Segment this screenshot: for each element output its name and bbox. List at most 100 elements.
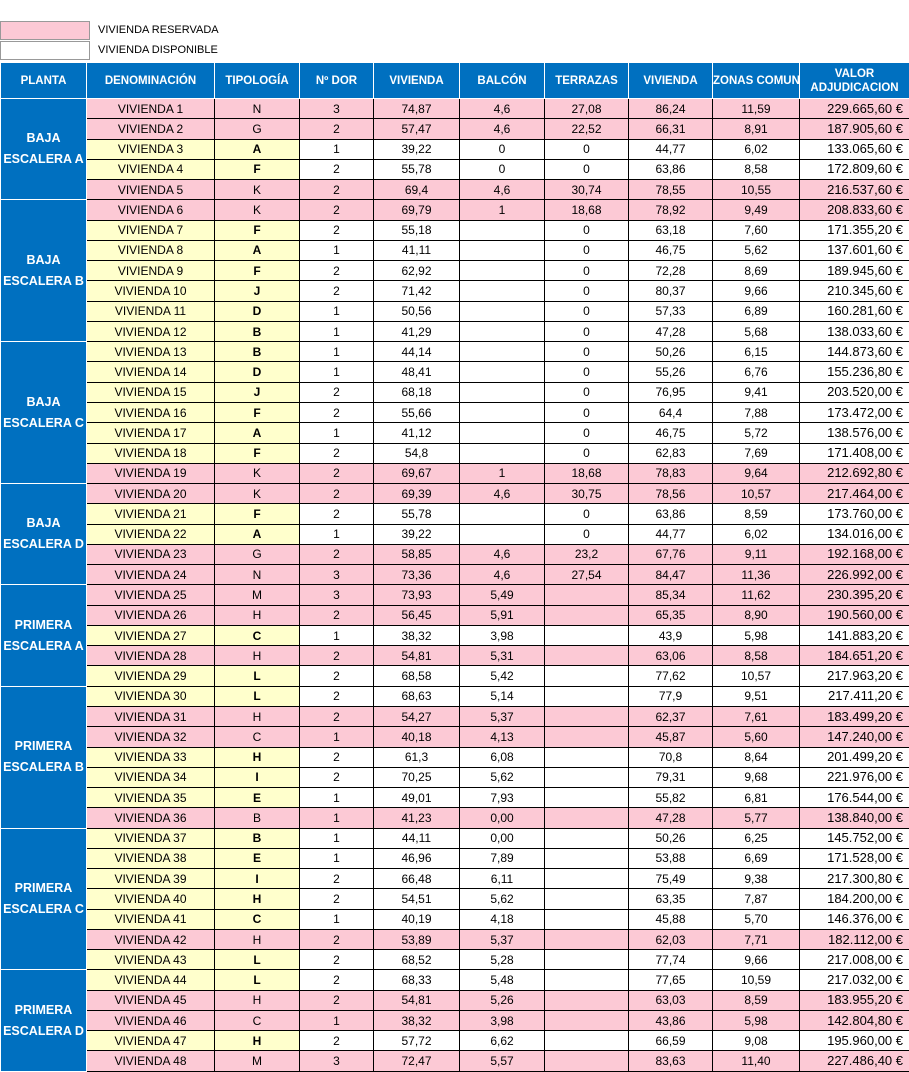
- tipologia: C: [215, 909, 300, 929]
- valor: 144.873,60 €: [800, 342, 909, 362]
- valor: 183.955,20 €: [800, 990, 909, 1010]
- zonas-comunes: 5,60: [713, 727, 800, 747]
- tipologia: C: [215, 727, 300, 747]
- vivienda-total: 63,86: [629, 504, 713, 524]
- terrazas: 0: [545, 402, 629, 422]
- vivienda-total: 77,62: [629, 666, 713, 686]
- vivienda: 54,81: [374, 990, 460, 1010]
- vivienda-total: 67,76: [629, 544, 713, 564]
- dormitorios: 2: [300, 686, 374, 706]
- zonas-comunes: 10,57: [713, 484, 800, 504]
- dormitorios: 1: [300, 1010, 374, 1030]
- terrazas: 0: [545, 261, 629, 281]
- terrazas: 27,54: [545, 565, 629, 585]
- tipologia: K: [215, 200, 300, 220]
- vivienda-total: 70,8: [629, 747, 713, 767]
- planta: PRIMERA ESCALERA A: [1, 585, 87, 686]
- vivienda-total: 43,86: [629, 1010, 713, 1030]
- vivienda: 57,47: [374, 119, 460, 139]
- dormitorios: 3: [300, 565, 374, 585]
- vivienda: 71,42: [374, 281, 460, 301]
- denominacion: VIVIENDA 20: [87, 484, 215, 504]
- dormitorios: 3: [300, 99, 374, 119]
- denominacion: VIVIENDA 21: [87, 504, 215, 524]
- vivienda: 48,41: [374, 362, 460, 382]
- vivienda: 55,66: [374, 402, 460, 422]
- planta: PRIMERA ESCALERA D: [1, 970, 87, 1071]
- tipologia: E: [215, 848, 300, 868]
- zonas-comunes: 9,51: [713, 686, 800, 706]
- valor: 176.544,00 €: [800, 788, 909, 808]
- tipologia: F: [215, 443, 300, 463]
- column-header: TERRAZAS: [545, 63, 629, 99]
- dormitorios: 2: [300, 180, 374, 200]
- tipologia: G: [215, 119, 300, 139]
- vivienda-total: 76,95: [629, 382, 713, 402]
- terrazas: [545, 788, 629, 808]
- terrazas: 18,68: [545, 463, 629, 483]
- vivienda-total: 64,4: [629, 402, 713, 422]
- vivienda: 62,92: [374, 261, 460, 281]
- vivienda-total: 66,59: [629, 1031, 713, 1051]
- terrazas: [545, 686, 629, 706]
- vivienda: 69,4: [374, 180, 460, 200]
- dormitorios: 1: [300, 909, 374, 929]
- balcon: [460, 281, 545, 301]
- vivienda: 70,25: [374, 767, 460, 787]
- dormitorios: 1: [300, 828, 374, 848]
- vivienda-total: 55,82: [629, 788, 713, 808]
- denominacion: VIVIENDA 35: [87, 788, 215, 808]
- valor: 171.408,00 €: [800, 443, 909, 463]
- tipologia: B: [215, 342, 300, 362]
- vivienda: 53,89: [374, 929, 460, 949]
- balcon: [460, 240, 545, 260]
- valor: 155.236,80 €: [800, 362, 909, 382]
- denominacion: VIVIENDA 12: [87, 321, 215, 341]
- vivienda: 68,33: [374, 970, 460, 990]
- balcon: 1: [460, 463, 545, 483]
- terrazas: [545, 605, 629, 625]
- zonas-comunes: 6,02: [713, 524, 800, 544]
- vivienda: 38,32: [374, 625, 460, 645]
- balcon: [460, 362, 545, 382]
- vivienda-total: 62,83: [629, 443, 713, 463]
- denominacion: VIVIENDA 3: [87, 139, 215, 159]
- dormitorios: 2: [300, 990, 374, 1010]
- balcon: 5,62: [460, 889, 545, 909]
- dormitorios: 1: [300, 240, 374, 260]
- vivienda-total: 53,88: [629, 848, 713, 868]
- vivienda-total: 46,75: [629, 423, 713, 443]
- balcon: 5,31: [460, 646, 545, 666]
- valor: 217.411,20 €: [800, 686, 909, 706]
- legend-item: VIVIENDA DISPONIBLE: [0, 40, 219, 60]
- denominacion: VIVIENDA 28: [87, 646, 215, 666]
- valor: 171.355,20 €: [800, 220, 909, 240]
- vivienda-total: 50,26: [629, 828, 713, 848]
- tipologia: F: [215, 402, 300, 422]
- dormitorios: 1: [300, 301, 374, 321]
- valor: 192.168,00 €: [800, 544, 909, 564]
- balcon: 3,98: [460, 625, 545, 645]
- balcon: 6,08: [460, 747, 545, 767]
- zonas-comunes: 9,66: [713, 281, 800, 301]
- tipologia: B: [215, 828, 300, 848]
- terrazas: [545, 869, 629, 889]
- vivienda-total: 77,65: [629, 970, 713, 990]
- denominacion: VIVIENDA 14: [87, 362, 215, 382]
- dormitorios: 1: [300, 423, 374, 443]
- zonas-comunes: 5,72: [713, 423, 800, 443]
- denominacion: VIVIENDA 13: [87, 342, 215, 362]
- balcon: [460, 301, 545, 321]
